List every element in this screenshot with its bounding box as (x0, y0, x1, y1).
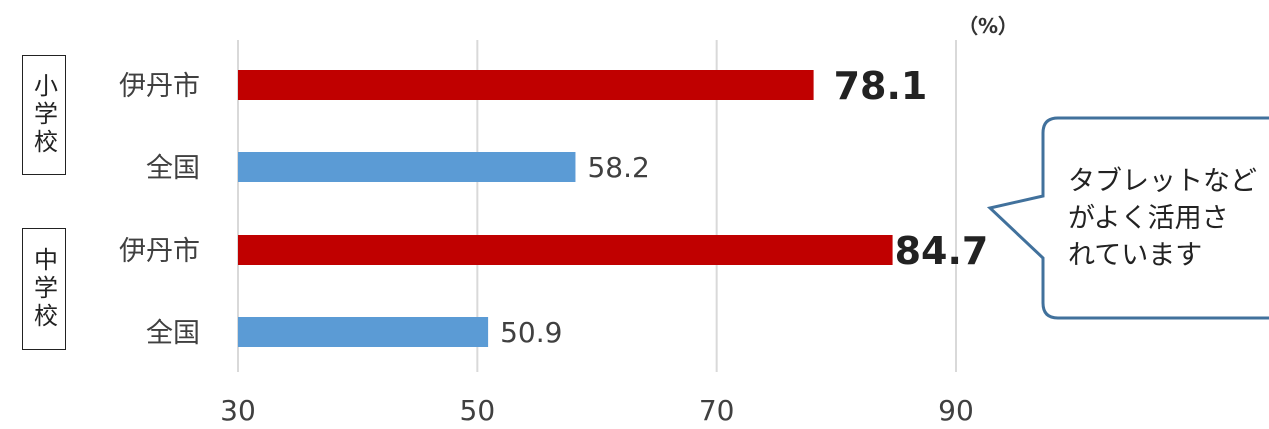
category-label: 全国 (146, 153, 200, 184)
bar (238, 70, 814, 100)
x-tick-label: 30 (220, 394, 256, 427)
category-label: 伊丹市 (119, 71, 200, 102)
value-label: 84.7 (895, 229, 989, 273)
callout-line: れています (1068, 240, 1203, 271)
bar (238, 152, 576, 182)
unit-label: （%） (958, 14, 1019, 38)
callout-shape (986, 116, 1269, 320)
value-label: 58.2 (587, 151, 649, 184)
group-label-elementary: 小学校 (22, 55, 66, 175)
callout-bubble (986, 116, 1269, 320)
value-label: 78.1 (834, 64, 928, 108)
value-label: 50.9 (500, 316, 562, 349)
bar (238, 235, 893, 265)
callout-text: タブレットなど がよく活用さ れています (1068, 163, 1268, 274)
bars (238, 70, 893, 347)
x-tick-label: 50 (460, 394, 496, 427)
callout-line: がよく活用さ (1068, 203, 1229, 234)
x-tick-label: 90 (938, 394, 974, 427)
group-label-junior-high: 中学校 (22, 228, 66, 350)
x-tick-label: 70 (699, 394, 735, 427)
category-label: 伊丹市 (119, 236, 200, 267)
callout-line: タブレットなど (1068, 166, 1257, 197)
labels: 30 50 70 90 伊丹市 78.1 全国 58.2 伊丹市 84.7 全国 50.9 (119, 64, 988, 427)
category-label: 全国 (146, 318, 200, 349)
bar (238, 317, 489, 347)
